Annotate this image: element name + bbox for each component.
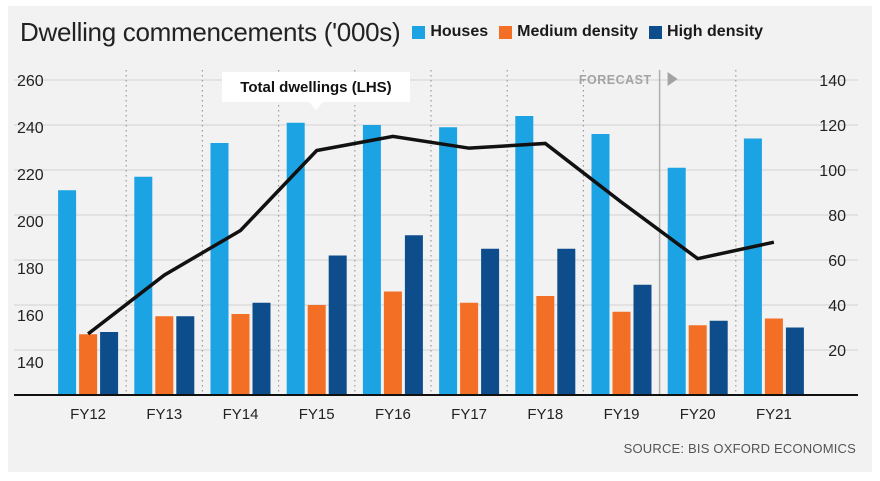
right-axis-tick-label: 120 <box>819 118 846 135</box>
bar-medium-density <box>536 296 555 395</box>
bar-high-density <box>100 332 119 395</box>
bar-high-density <box>709 320 728 395</box>
bar-high-density <box>252 302 271 395</box>
left-axis-tick-label: 200 <box>17 214 44 231</box>
line-label-pointer <box>309 102 323 110</box>
x-axis-tick-label: FY17 <box>451 406 487 423</box>
bar-houses <box>134 176 153 395</box>
bar-houses <box>58 190 77 395</box>
legend-swatch-houses <box>412 25 426 39</box>
x-axis-tick-label: FY12 <box>70 406 106 423</box>
bar-houses <box>515 116 534 395</box>
bar-medium-density <box>612 311 631 395</box>
left-axis-tick-label: 260 <box>17 73 44 90</box>
bar-houses <box>210 143 229 395</box>
bar-medium-density <box>460 302 479 395</box>
legend-label-houses: Houses <box>430 23 489 40</box>
x-axis-tick-label: FY20 <box>680 406 716 423</box>
forecast-label: FORECAST <box>579 73 652 87</box>
bar-high-density <box>481 248 500 395</box>
right-axis-tick-label: 60 <box>828 253 846 270</box>
right-axis-tick-label: 20 <box>828 343 846 360</box>
chart-title: Dwelling commencements ('000s) <box>20 16 401 47</box>
left-axis-tick-label: 240 <box>17 120 44 137</box>
bar-houses <box>667 167 686 395</box>
legend-label-high-density: High density <box>667 23 764 40</box>
bar-medium-density <box>764 318 783 395</box>
legend-swatch-high-density <box>649 25 663 39</box>
bar-houses <box>439 127 458 395</box>
line-label: Total dwellings (LHS) <box>240 79 391 96</box>
bar-houses <box>743 138 762 395</box>
legend: Houses Medium density High density <box>412 23 774 41</box>
bar-high-density <box>176 316 195 395</box>
bar-high-density <box>328 255 347 395</box>
forecast-arrow-icon <box>667 72 678 86</box>
line-label-box <box>222 72 410 102</box>
x-axis-tick-label: FY13 <box>146 406 182 423</box>
bar-houses <box>591 134 610 395</box>
chart-header: Dwelling commencements ('000s) Houses Me… <box>20 14 774 50</box>
bar-medium-density <box>688 325 707 395</box>
legend-label-medium-density: Medium density <box>517 23 639 40</box>
left-axis-tick-label: 160 <box>17 308 44 325</box>
x-axis-tick-label: FY15 <box>299 406 335 423</box>
bar-houses <box>362 125 381 395</box>
right-axis-tick-label: 140 <box>819 73 846 90</box>
legend-item-high-density: High density <box>649 23 763 41</box>
x-axis-tick-label: FY18 <box>527 406 563 423</box>
right-axis-tick-label: 100 <box>819 163 846 180</box>
bar-medium-density <box>383 291 402 395</box>
x-axis-tick-label: FY21 <box>756 406 792 423</box>
x-axis-tick-label: FY16 <box>375 406 411 423</box>
left-axis-tick-label: 220 <box>17 167 44 184</box>
bar-houses <box>286 122 305 395</box>
bar-medium-density <box>155 316 174 395</box>
bar-medium-density <box>307 305 326 395</box>
total-dwellings-line <box>87 134 775 336</box>
right-axis-tick-label: 40 <box>828 298 846 315</box>
right-axis-tick-label: 80 <box>828 208 846 225</box>
left-axis-tick-label: 180 <box>17 261 44 278</box>
legend-item-houses: Houses <box>412 23 488 41</box>
legend-swatch-medium-density <box>499 25 513 39</box>
bar-high-density <box>633 284 652 395</box>
bar-high-density <box>404 235 423 395</box>
bar-medium-density <box>79 334 98 395</box>
left-axis-tick-label: 140 <box>17 355 44 372</box>
source-note: SOURCE: BIS OXFORD ECONOMICS <box>623 441 856 456</box>
bar-high-density <box>785 327 804 395</box>
bar-high-density <box>557 248 576 395</box>
legend-item-medium-density: Medium density <box>499 23 638 41</box>
bar-medium-density <box>231 314 250 395</box>
x-axis-tick-label: FY14 <box>223 406 259 423</box>
x-axis-tick-label: FY19 <box>604 406 640 423</box>
